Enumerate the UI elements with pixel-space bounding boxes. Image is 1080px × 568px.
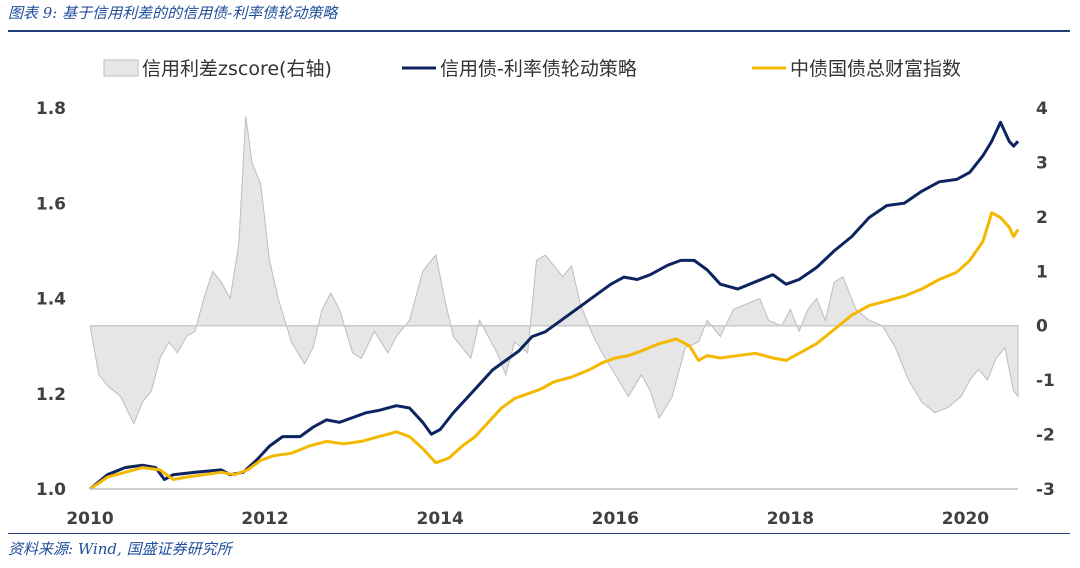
legend-label: 信用利差zscore(右轴) [142, 58, 332, 80]
source-note: 资料来源: Wind, 国盛证券研究所 [8, 540, 232, 558]
figure-caption: 图表 9: 基于信用利差的的信用债-利率债轮动策略 [8, 4, 338, 22]
y-left-tick-label: 1.2 [36, 385, 66, 405]
legend-label: 信用债-利率债轮动策略 [440, 58, 637, 80]
y-left-tick-label: 1.4 [36, 290, 66, 310]
axes: 2010 2012 2014 2016 2018 20201.01.21.41.61.8-… [36, 99, 1055, 529]
x-tick-label: 2018 [767, 509, 814, 529]
x-tick-label: 2014 [417, 509, 464, 529]
zscore-area [89, 116, 1019, 425]
top-rule [8, 30, 1070, 32]
x-tick-label: 2012 [241, 509, 288, 529]
bottom-rule [8, 533, 1070, 534]
plot-area [89, 116, 1020, 491]
x-tick-label: 2020 [942, 509, 989, 529]
y-right-tick-label: -1 [1036, 371, 1055, 391]
y-left-tick-label: 1.0 [36, 480, 66, 500]
legend-label: 中债国债总财富指数 [790, 58, 961, 80]
x-tick-label: 2010 [66, 509, 113, 529]
rotation-strategy-line [89, 120, 1020, 491]
y-left-tick-label: 1.8 [36, 99, 66, 119]
y-right-tick-label: 4 [1036, 99, 1048, 119]
legend-swatch-area [103, 59, 139, 77]
y-left-tick-label: 1.6 [36, 194, 66, 214]
y-right-tick-label: 0 [1036, 317, 1048, 337]
y-right-tick-label: 2 [1036, 208, 1048, 228]
y-right-tick-label: 1 [1036, 262, 1048, 282]
x-tick-label: 2016 [592, 509, 639, 529]
y-right-tick-label: 3 [1036, 153, 1048, 173]
y-right-tick-label: -3 [1036, 480, 1055, 500]
y-right-tick-label: -2 [1036, 426, 1055, 446]
treasury-index-line [89, 211, 1020, 491]
legend: 信用利差zscore(右轴) 信用债-利率债轮动策略 中债国债总财富指数 [103, 58, 961, 80]
